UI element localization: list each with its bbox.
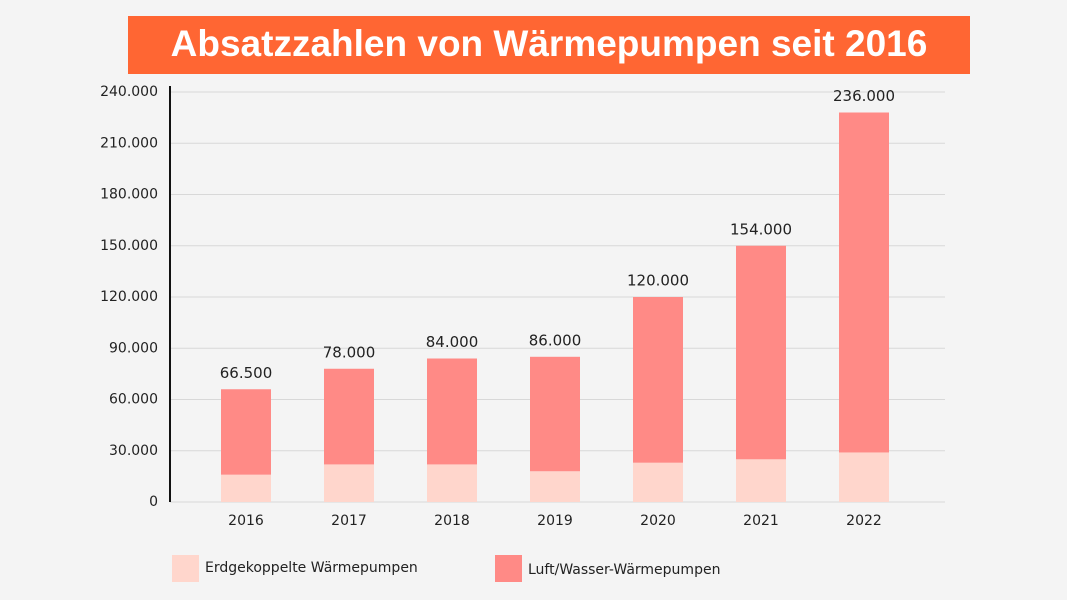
total-label: 84.000: [426, 333, 479, 351]
bar-segment: [839, 112, 889, 453]
y-tick-label: 180.000: [100, 187, 158, 203]
total-label: 120.000: [627, 272, 689, 290]
y-tick-label: 210.000: [100, 135, 158, 151]
chart-title: Absatzzahlen von Wärmepumpen seit 2016: [171, 23, 928, 64]
total-label: 86.000: [529, 331, 582, 349]
y-tick-label: 60.000: [109, 392, 158, 408]
bar-segment: [530, 471, 580, 502]
total-label: 236.000: [833, 87, 895, 105]
total-label: 154.000: [730, 220, 792, 238]
x-tick-label: 2021: [743, 513, 779, 529]
bar-segment: [324, 368, 374, 465]
y-tick-label: 120.000: [100, 289, 158, 305]
bar-segment: [736, 245, 786, 460]
bar-segment: [221, 474, 271, 502]
legend-label: Luft/Wasser-Wärmepumpen: [528, 562, 720, 578]
x-tick-label: 2018: [434, 513, 470, 529]
bar-segment: [324, 464, 374, 502]
bar-segment: [427, 464, 477, 502]
y-tick-label: 0: [149, 494, 158, 510]
bar-segment: [530, 356, 580, 472]
bar-segment: [633, 462, 683, 502]
bar-segment: [839, 452, 889, 502]
x-tick-label: 2022: [846, 513, 882, 529]
total-label: 66.500: [220, 364, 273, 382]
y-tick-label: 30.000: [109, 443, 158, 459]
bar-segment: [221, 389, 271, 475]
x-tick-label: 2019: [537, 513, 573, 529]
y-tick-label: 240.000: [100, 84, 158, 100]
title-banner: [128, 16, 970, 74]
total-label: 78.000: [323, 343, 376, 361]
bar-segment: [633, 297, 683, 463]
legend-swatch: [495, 555, 522, 582]
x-tick-label: 2020: [640, 513, 676, 529]
x-tick-label: 2016: [228, 513, 264, 529]
legend-swatch: [172, 555, 199, 582]
legend-label: Erdgekoppelte Wärmepumpen: [205, 560, 418, 576]
y-tick-label: 150.000: [100, 238, 158, 254]
y-tick-label: 90.000: [109, 340, 158, 356]
bar-segment: [736, 459, 786, 502]
x-tick-label: 2017: [331, 513, 367, 529]
bar-segment: [427, 358, 477, 465]
